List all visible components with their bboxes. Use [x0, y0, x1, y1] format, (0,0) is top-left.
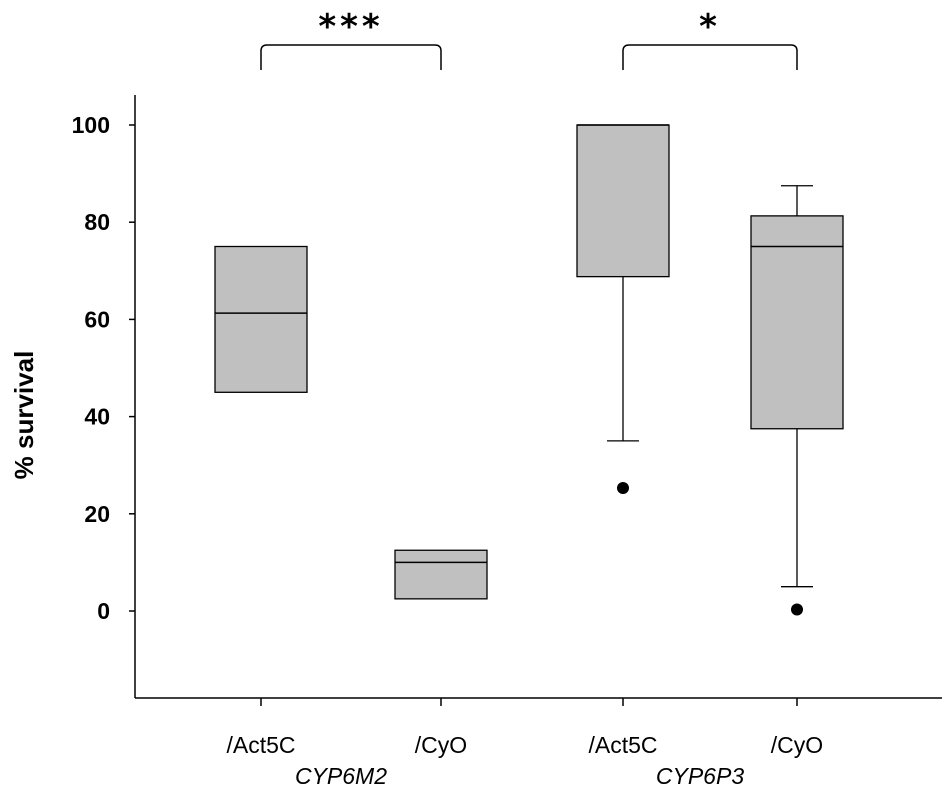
- significance-bracket: [260, 44, 442, 70]
- significance-label: ***: [318, 7, 383, 47]
- box-3: [576, 124, 670, 495]
- x-labels: /Act5C/CyO/Act5C/CyO CYP6M2 CYP6P3: [226, 732, 823, 789]
- significance-bracket: [622, 44, 798, 70]
- box-rect: [394, 549, 488, 600]
- y-tick-label: 60: [84, 306, 110, 332]
- y-tick-label: 0: [97, 598, 110, 624]
- x-category-label: /CyO: [771, 732, 823, 758]
- outlier-point: [617, 482, 629, 495]
- x-group-label: CYP6M2: [295, 763, 387, 789]
- x-category-label: /CyO: [415, 732, 467, 758]
- significance-brackets: *** *: [260, 7, 798, 70]
- x-group-label: CYP6P3: [656, 763, 744, 789]
- y-ticks: 0 20 40 60 80 100: [72, 112, 135, 624]
- y-axis-label: % survival: [9, 351, 39, 480]
- x-category-label: /Act5C: [588, 732, 657, 758]
- box-1: [214, 245, 308, 393]
- axes: [134, 95, 942, 706]
- significance-label: *: [699, 7, 721, 47]
- x-category-label: /Act5C: [226, 732, 295, 758]
- boxes: [214, 124, 844, 616]
- box-rect: [750, 215, 844, 430]
- box-4: [750, 185, 844, 616]
- box-rect: [214, 245, 308, 393]
- box-rect: [576, 124, 670, 278]
- box-2: [394, 549, 488, 600]
- y-tick-label: 80: [84, 209, 110, 235]
- y-tick-label: 40: [84, 404, 110, 430]
- y-tick-label: 100: [72, 112, 110, 138]
- y-tick-label: 20: [84, 501, 110, 527]
- outlier-point: [791, 603, 803, 616]
